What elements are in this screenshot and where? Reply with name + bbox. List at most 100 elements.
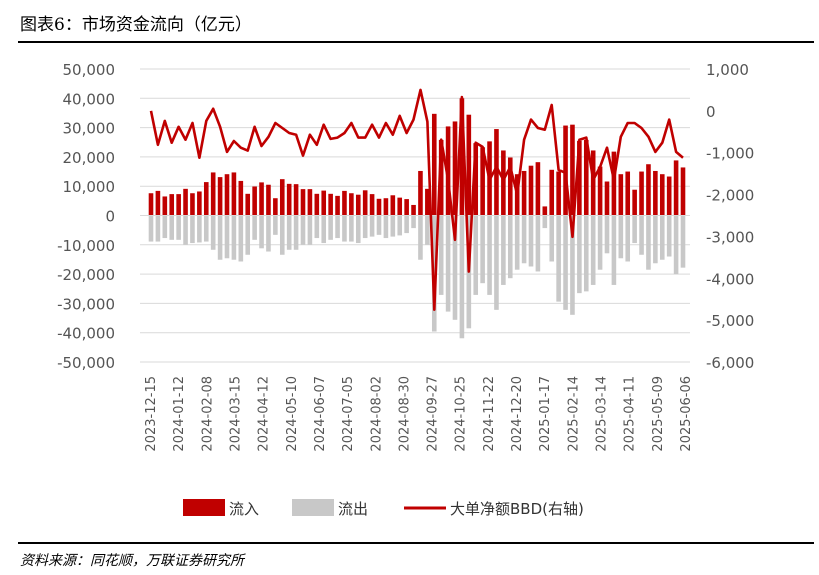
inflow-bar <box>197 191 202 216</box>
x-axis-tick-label: 2024-05-10 <box>285 376 300 452</box>
inflow-bar <box>176 194 181 216</box>
left-axis-tick-label: 10,000 <box>63 178 116 196</box>
inflow-bar <box>431 113 437 216</box>
inflow-bar <box>501 150 506 216</box>
x-axis-tick-label: 2024-02-08 <box>200 376 215 452</box>
outflow-bar <box>438 215 444 295</box>
inflow-bar <box>383 198 389 216</box>
outflow-bar <box>556 215 561 302</box>
inflow-bar <box>286 183 292 216</box>
inflow-bar <box>169 194 175 216</box>
outflow-bar <box>238 215 244 262</box>
outflow-bar <box>639 215 644 255</box>
inflow-bar <box>190 193 195 216</box>
inflow-bar <box>494 129 499 216</box>
x-axis-tick-label: 2024-03-15 <box>228 376 243 452</box>
inflow-bar <box>273 198 278 216</box>
legend-outflow-swatch <box>292 499 334 516</box>
inflow-bar <box>611 151 617 216</box>
inflow-bar <box>245 193 251 216</box>
inflow-bar <box>604 181 610 216</box>
x-axis-tick-label: 2024-08-30 <box>397 376 412 452</box>
inflow-bar <box>438 139 444 216</box>
inflow-bar <box>425 188 430 216</box>
outflow-bar <box>680 215 686 268</box>
source-rule <box>18 542 814 544</box>
right-axis-tick-label: 0 <box>706 103 716 121</box>
outflow-bar <box>203 215 209 242</box>
inflow-bar <box>397 197 403 216</box>
left-axis-tick-label: -10,000 <box>57 237 115 255</box>
outflow-bar <box>494 215 499 310</box>
outflow-bar <box>563 215 568 310</box>
outflow-bar <box>197 215 202 243</box>
right-axis-tick-label: -4,000 <box>706 270 754 288</box>
outflow-bar <box>355 215 361 244</box>
x-axis-tick-label: 2024-11-22 <box>482 376 497 452</box>
inflow-bar <box>390 195 396 216</box>
outflow-bar <box>577 215 582 294</box>
source-note: 资料来源：同花顺，万联证券研究所 <box>20 553 244 569</box>
x-axis-tick-label: 2024-07-05 <box>341 376 356 452</box>
legend-outflow-label: 流出 <box>338 500 368 518</box>
outflow-bar <box>397 215 403 236</box>
title-rule <box>18 41 814 43</box>
outflow-bar <box>542 215 548 229</box>
inflow-bar <box>473 143 479 216</box>
inflow-bar <box>162 196 168 216</box>
inflow-bar <box>646 164 651 216</box>
outflow-bar <box>307 215 313 245</box>
inflow-bar <box>404 199 409 216</box>
inflow-bar <box>349 193 354 216</box>
inflow-bar <box>148 193 154 216</box>
inflow-bar <box>535 162 541 216</box>
outflow-bar <box>300 215 306 245</box>
left-axis-tick-label: 0 <box>105 208 115 226</box>
inflow-bar <box>556 171 561 216</box>
outflow-bar <box>404 215 409 234</box>
outflow-bar <box>625 215 631 262</box>
inflow-bar <box>369 194 375 216</box>
outflow-bar <box>452 215 458 320</box>
inflow-bar <box>224 174 230 216</box>
left-axis-tick-label: -20,000 <box>57 266 115 284</box>
outflow-bar <box>376 215 382 235</box>
outflow-bar <box>445 215 451 312</box>
outflow-bar <box>369 215 375 237</box>
inflow-bar <box>452 121 458 216</box>
inflow-bar <box>231 172 237 216</box>
inflow-bar <box>217 177 223 216</box>
outflow-bar <box>224 215 230 259</box>
outflow-bar <box>349 215 354 242</box>
outflow-bar <box>501 215 506 285</box>
outflow-bar <box>646 215 651 270</box>
outflow-bar <box>473 215 479 295</box>
legend-inflow-swatch <box>183 499 225 516</box>
outflow-bar <box>425 215 430 245</box>
inflow-bar <box>321 190 327 216</box>
inflow-bar <box>590 150 596 216</box>
outflow-bar <box>611 215 617 285</box>
outflow-bar <box>521 215 527 264</box>
left-axis-tick-label: 40,000 <box>63 90 116 108</box>
outflow-bar <box>231 215 237 260</box>
x-axis-tick-label: 2025-04-11 <box>623 376 638 452</box>
inflow-bar <box>342 190 347 216</box>
outflow-bar <box>335 215 340 239</box>
inflow-bar <box>618 174 624 216</box>
left-axis-tick-label: 20,000 <box>63 149 116 167</box>
inflow-bar <box>597 166 603 216</box>
outflow-bar <box>314 215 320 239</box>
bbd-line <box>149 88 684 312</box>
inflow-bar <box>542 206 548 216</box>
outflow-bar <box>286 215 292 250</box>
inflow-bar <box>549 169 555 216</box>
right-axis-tick-label: -5,000 <box>706 312 754 330</box>
inflow-bar <box>625 171 631 216</box>
outflow-bar <box>480 215 485 284</box>
x-axis-tick-label: 2025-05-09 <box>651 376 666 452</box>
outflow-bar <box>535 215 541 272</box>
inflow-bar <box>238 180 244 216</box>
inflow-bar <box>252 186 257 216</box>
inflow-bar <box>480 147 485 216</box>
